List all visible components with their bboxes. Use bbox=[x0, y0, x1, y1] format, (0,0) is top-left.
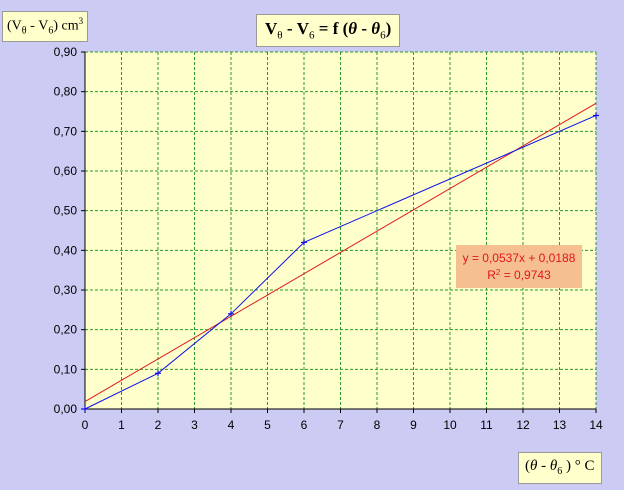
data-point bbox=[82, 406, 88, 412]
x-tick-label: 11 bbox=[480, 418, 493, 432]
data-point bbox=[301, 239, 307, 246]
x-tick-label: 0 bbox=[82, 418, 89, 432]
y-tick-label: 0,00 bbox=[54, 402, 78, 416]
y-tick-label: 0,20 bbox=[54, 323, 78, 337]
chart-title: Vθ - V6 = f (θ - θ6) bbox=[256, 14, 401, 48]
r-squared-label: R2 = 0,9743 bbox=[487, 268, 551, 283]
x-tick-label: 9 bbox=[410, 418, 417, 432]
data-point bbox=[155, 370, 161, 377]
x-tick-label: 14 bbox=[589, 418, 603, 432]
axes: 0 1 2 3 4 5 6 7 8 9 10 11 12 13 140,000,100,200,300,40… bbox=[54, 45, 603, 432]
plot-area bbox=[85, 52, 596, 409]
x-axis-label: (θ - θ6 ) ° C bbox=[518, 452, 602, 484]
x-tick-label: 5 bbox=[264, 418, 271, 432]
x-tick-label: 13 bbox=[553, 418, 567, 432]
x-tick-label: 6 bbox=[301, 418, 308, 432]
x-tick-label: 8 bbox=[374, 418, 381, 432]
trendline-equation: y = 0,0537x + 0,0188 bbox=[463, 251, 576, 265]
x-tick-label: 7 bbox=[337, 418, 344, 432]
annotation-box bbox=[456, 245, 582, 288]
gridlines bbox=[85, 51, 597, 409]
y-axis-label: (Vθ - V6) cm3 bbox=[2, 11, 89, 43]
trendline-annotation: y = 0,0537x + 0,0188 R2 = 0,9743 bbox=[456, 245, 582, 288]
y-tick-label: 0,60 bbox=[54, 164, 78, 178]
x-tick-label: 2 bbox=[155, 418, 162, 432]
y-tick-label: 0,10 bbox=[54, 362, 78, 376]
y-tick-label: 0,70 bbox=[54, 124, 78, 138]
x-tick-label: 3 bbox=[191, 418, 198, 432]
y-tick-label: 0,40 bbox=[54, 243, 78, 257]
data-point bbox=[593, 112, 599, 119]
x-tick-label: 4 bbox=[228, 418, 235, 432]
x-tick-label: 12 bbox=[516, 418, 530, 432]
y-tick-label: 0,90 bbox=[54, 45, 78, 59]
x-tick-label: 10 bbox=[443, 418, 457, 432]
y-tick-label: 0,50 bbox=[54, 204, 78, 218]
y-tick-label: 0,30 bbox=[54, 283, 78, 297]
data-point bbox=[228, 310, 234, 317]
x-tick-label: 1 bbox=[118, 418, 125, 432]
data-series bbox=[82, 112, 599, 412]
y-tick-label: 0,80 bbox=[54, 85, 78, 99]
